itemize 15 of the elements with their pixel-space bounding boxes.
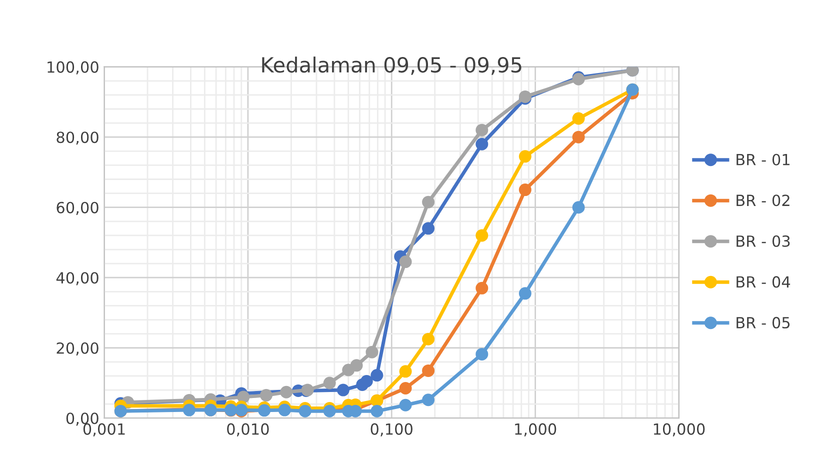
- x-tick-label: 0,100: [370, 423, 412, 436]
- y-tick-label: 40,00: [56, 272, 98, 286]
- y-tick-label: 60,00: [56, 202, 98, 215]
- legend-label: BR - 01: [736, 154, 790, 166]
- legend-label: BR - 02: [736, 194, 790, 206]
- x-tick-label: 1,000: [515, 423, 556, 436]
- chart-title: Kedalaman 09,05 - 09,95: [262, 56, 522, 75]
- y-tick-label: 100,00: [48, 61, 98, 74]
- legend-label: BR - 05: [736, 316, 790, 328]
- y-tick-label: 80,00: [56, 132, 98, 145]
- x-tick-label: 10,000: [654, 423, 705, 436]
- legend-label: BR - 04: [736, 276, 790, 288]
- y-tick-label: 20,00: [56, 342, 98, 356]
- legend-label: BR - 03: [736, 235, 790, 247]
- x-tick-label: 0,010: [227, 423, 269, 436]
